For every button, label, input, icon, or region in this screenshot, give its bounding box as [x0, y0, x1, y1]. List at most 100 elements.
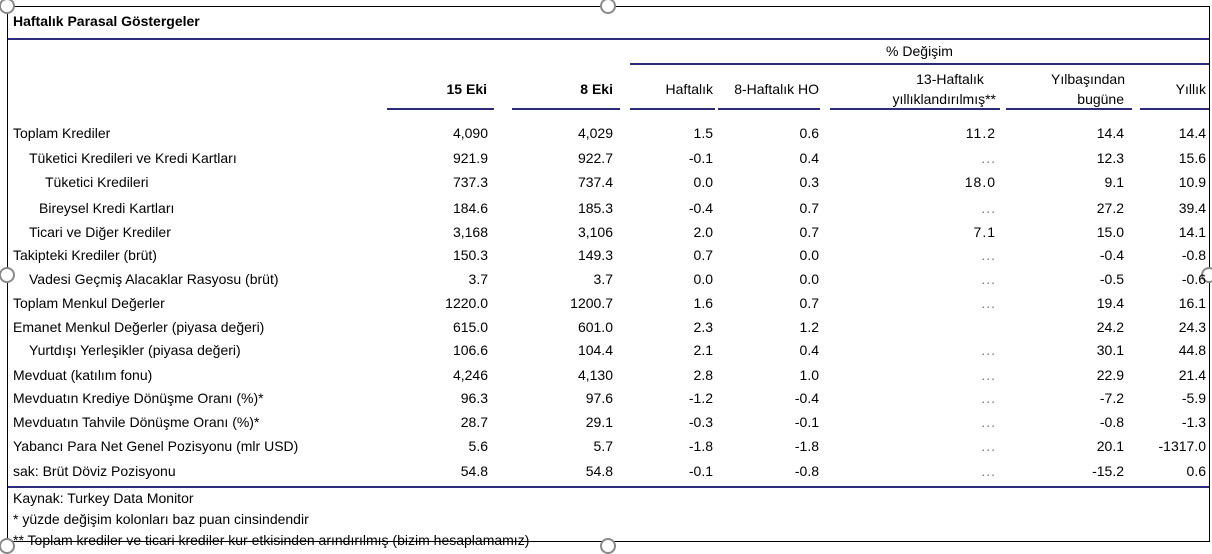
resize-handle-middle-right[interactable] [1201, 267, 1212, 283]
row-label: Yabancı Para Net Genel Pozisyonu (mlr US… [13, 438, 299, 454]
table-cell: 0.4 [799, 150, 819, 166]
table-cell: 4,029 [577, 125, 613, 141]
table-cell: -1.8 [688, 438, 713, 454]
row-label: Bireysel Kredi Kartları [39, 200, 175, 216]
table-cell: 921.9 [452, 150, 488, 166]
table-cell: -0.8 [1099, 414, 1124, 430]
table-cell: ... [981, 342, 996, 358]
table-cell: 184.6 [452, 200, 488, 216]
header-col-15-eki: 15 Eki [446, 81, 487, 97]
table-cell: 149.3 [577, 247, 613, 263]
table-cell: -0.4 [688, 200, 713, 216]
table-cell: -0.1 [688, 463, 713, 479]
table-cell: 39.4 [1178, 200, 1206, 216]
table-cell: 1.6 [693, 295, 713, 311]
header-underline-c1 [387, 108, 494, 110]
table-title: Haftalık Parasal Göstergeler [13, 13, 200, 29]
header-col-haftalik: Haftalık [665, 81, 713, 97]
table-cell: -1.3 [1181, 414, 1206, 430]
table-cell: -7.2 [1099, 390, 1124, 406]
table-cell: 19.4 [1096, 295, 1124, 311]
row-label: Toplam Krediler [13, 125, 111, 141]
table-cell: -0.5 [1099, 271, 1124, 287]
table-cell: 14.4 [1178, 125, 1206, 141]
table-cell: 3,106 [577, 224, 613, 240]
header-col-ytd-line1: Yılbaşından [1051, 71, 1125, 87]
resize-handle-middle-left[interactable] [0, 267, 15, 283]
table-cell: 0.7 [693, 247, 713, 263]
table-cell: 3.7 [593, 271, 613, 287]
table-cell: 7.1 [973, 224, 996, 240]
table-cell: 24.3 [1178, 319, 1206, 335]
table-cell: ... [981, 367, 996, 383]
header-underline-c7 [1140, 108, 1209, 110]
table-cell: 2.1 [693, 342, 713, 358]
table-cell: -5.9 [1181, 390, 1206, 406]
header-col-13-haftalik-line2: yıllıklandırılmış** [892, 91, 996, 107]
table-cell: -0.6 [1181, 271, 1206, 287]
footnote-fx-adjusted: ** Toplam krediler ve ticari krediler ku… [13, 532, 530, 548]
table-cell: ... [981, 438, 996, 454]
table-cell: 11.2 [965, 125, 996, 141]
table-cell: 601.0 [577, 319, 613, 335]
header-underline-c3 [630, 108, 715, 110]
table-cell: 1.5 [693, 125, 713, 141]
table-cell: ... [981, 463, 996, 479]
table-cell: ... [981, 271, 996, 287]
table-cell: 54.8 [585, 463, 613, 479]
table-cell: 12.3 [1096, 150, 1124, 166]
table-cell: 737.3 [452, 174, 488, 190]
header-col-yillik: Yıllık [1175, 81, 1206, 97]
row-label: Mevduat (katılım fonu) [13, 367, 153, 383]
table-cell: -1317.0 [1158, 438, 1206, 454]
table-cell: -1.8 [794, 438, 819, 454]
table-cell: 0.0 [693, 271, 713, 287]
header-col-8-haftalik-ho: 8-Haftalık HO [734, 81, 819, 97]
table-cell: 22.9 [1096, 367, 1124, 383]
resize-handle-top-center[interactable] [600, 0, 616, 14]
table-cell: 104.4 [577, 342, 613, 358]
table-cell: 922.7 [577, 150, 613, 166]
header-underline-c6 [1006, 108, 1132, 110]
row-label: Yurtdışı Yerleşikler (piyasa değeri) [29, 342, 241, 358]
table-cell: 0.6 [1186, 463, 1206, 479]
table-cell: -0.4 [794, 390, 819, 406]
table-cell: -0.8 [794, 463, 819, 479]
row-label: Tüketici Kredileri [45, 174, 149, 190]
table-cell: 28.7 [460, 414, 488, 430]
table-cell: 54.8 [460, 463, 488, 479]
table-cell: 20.1 [1096, 438, 1124, 454]
resize-handle-bottom-center[interactable] [600, 538, 616, 554]
table-cell: 737.4 [577, 174, 613, 190]
header-col-8-eki: 8 Eki [580, 81, 613, 97]
table-cell: 106.6 [452, 342, 488, 358]
header-underline-c4 [718, 108, 820, 110]
row-label: Toplam Menkul Değerler [13, 295, 165, 311]
table-cell: 29.1 [585, 414, 613, 430]
table-cell: -0.1 [688, 150, 713, 166]
table-cell: 2.3 [693, 319, 713, 335]
table-cell: 9.1 [1104, 174, 1124, 190]
table-cell: -0.4 [1099, 247, 1124, 263]
row-label: sak: Brüt Döviz Pozisyonu [13, 463, 176, 479]
table-cell: 0.0 [693, 174, 713, 190]
row-label: Ticari ve Diğer Krediler [29, 224, 171, 240]
table-cell: 0.0 [799, 247, 819, 263]
table-cell: 2.0 [693, 224, 713, 240]
table-cell: 21.4 [1178, 367, 1206, 383]
table-cell: 615.0 [452, 319, 488, 335]
row-label: Emanet Menkul Değerler (piyasa değeri) [13, 319, 265, 335]
table-cell: 14.1 [1178, 224, 1206, 240]
table-cell: 3.7 [468, 271, 488, 287]
footnote-basis-points: * yüzde değişim kolonları baz puan cinsi… [13, 511, 309, 527]
table-cell: 2.8 [693, 367, 713, 383]
table-cell: ... [981, 295, 996, 311]
table-cell: 15.6 [1178, 150, 1206, 166]
table-cell: 0.0 [799, 271, 819, 287]
table-cell: ... [981, 150, 996, 166]
resize-handle-top-left[interactable] [0, 0, 15, 14]
footer-divider [8, 486, 1209, 488]
row-label: Tüketici Kredileri ve Kredi Kartları [29, 150, 237, 166]
table-cell: 0.6 [799, 125, 819, 141]
table-cell: 5.7 [593, 438, 613, 454]
